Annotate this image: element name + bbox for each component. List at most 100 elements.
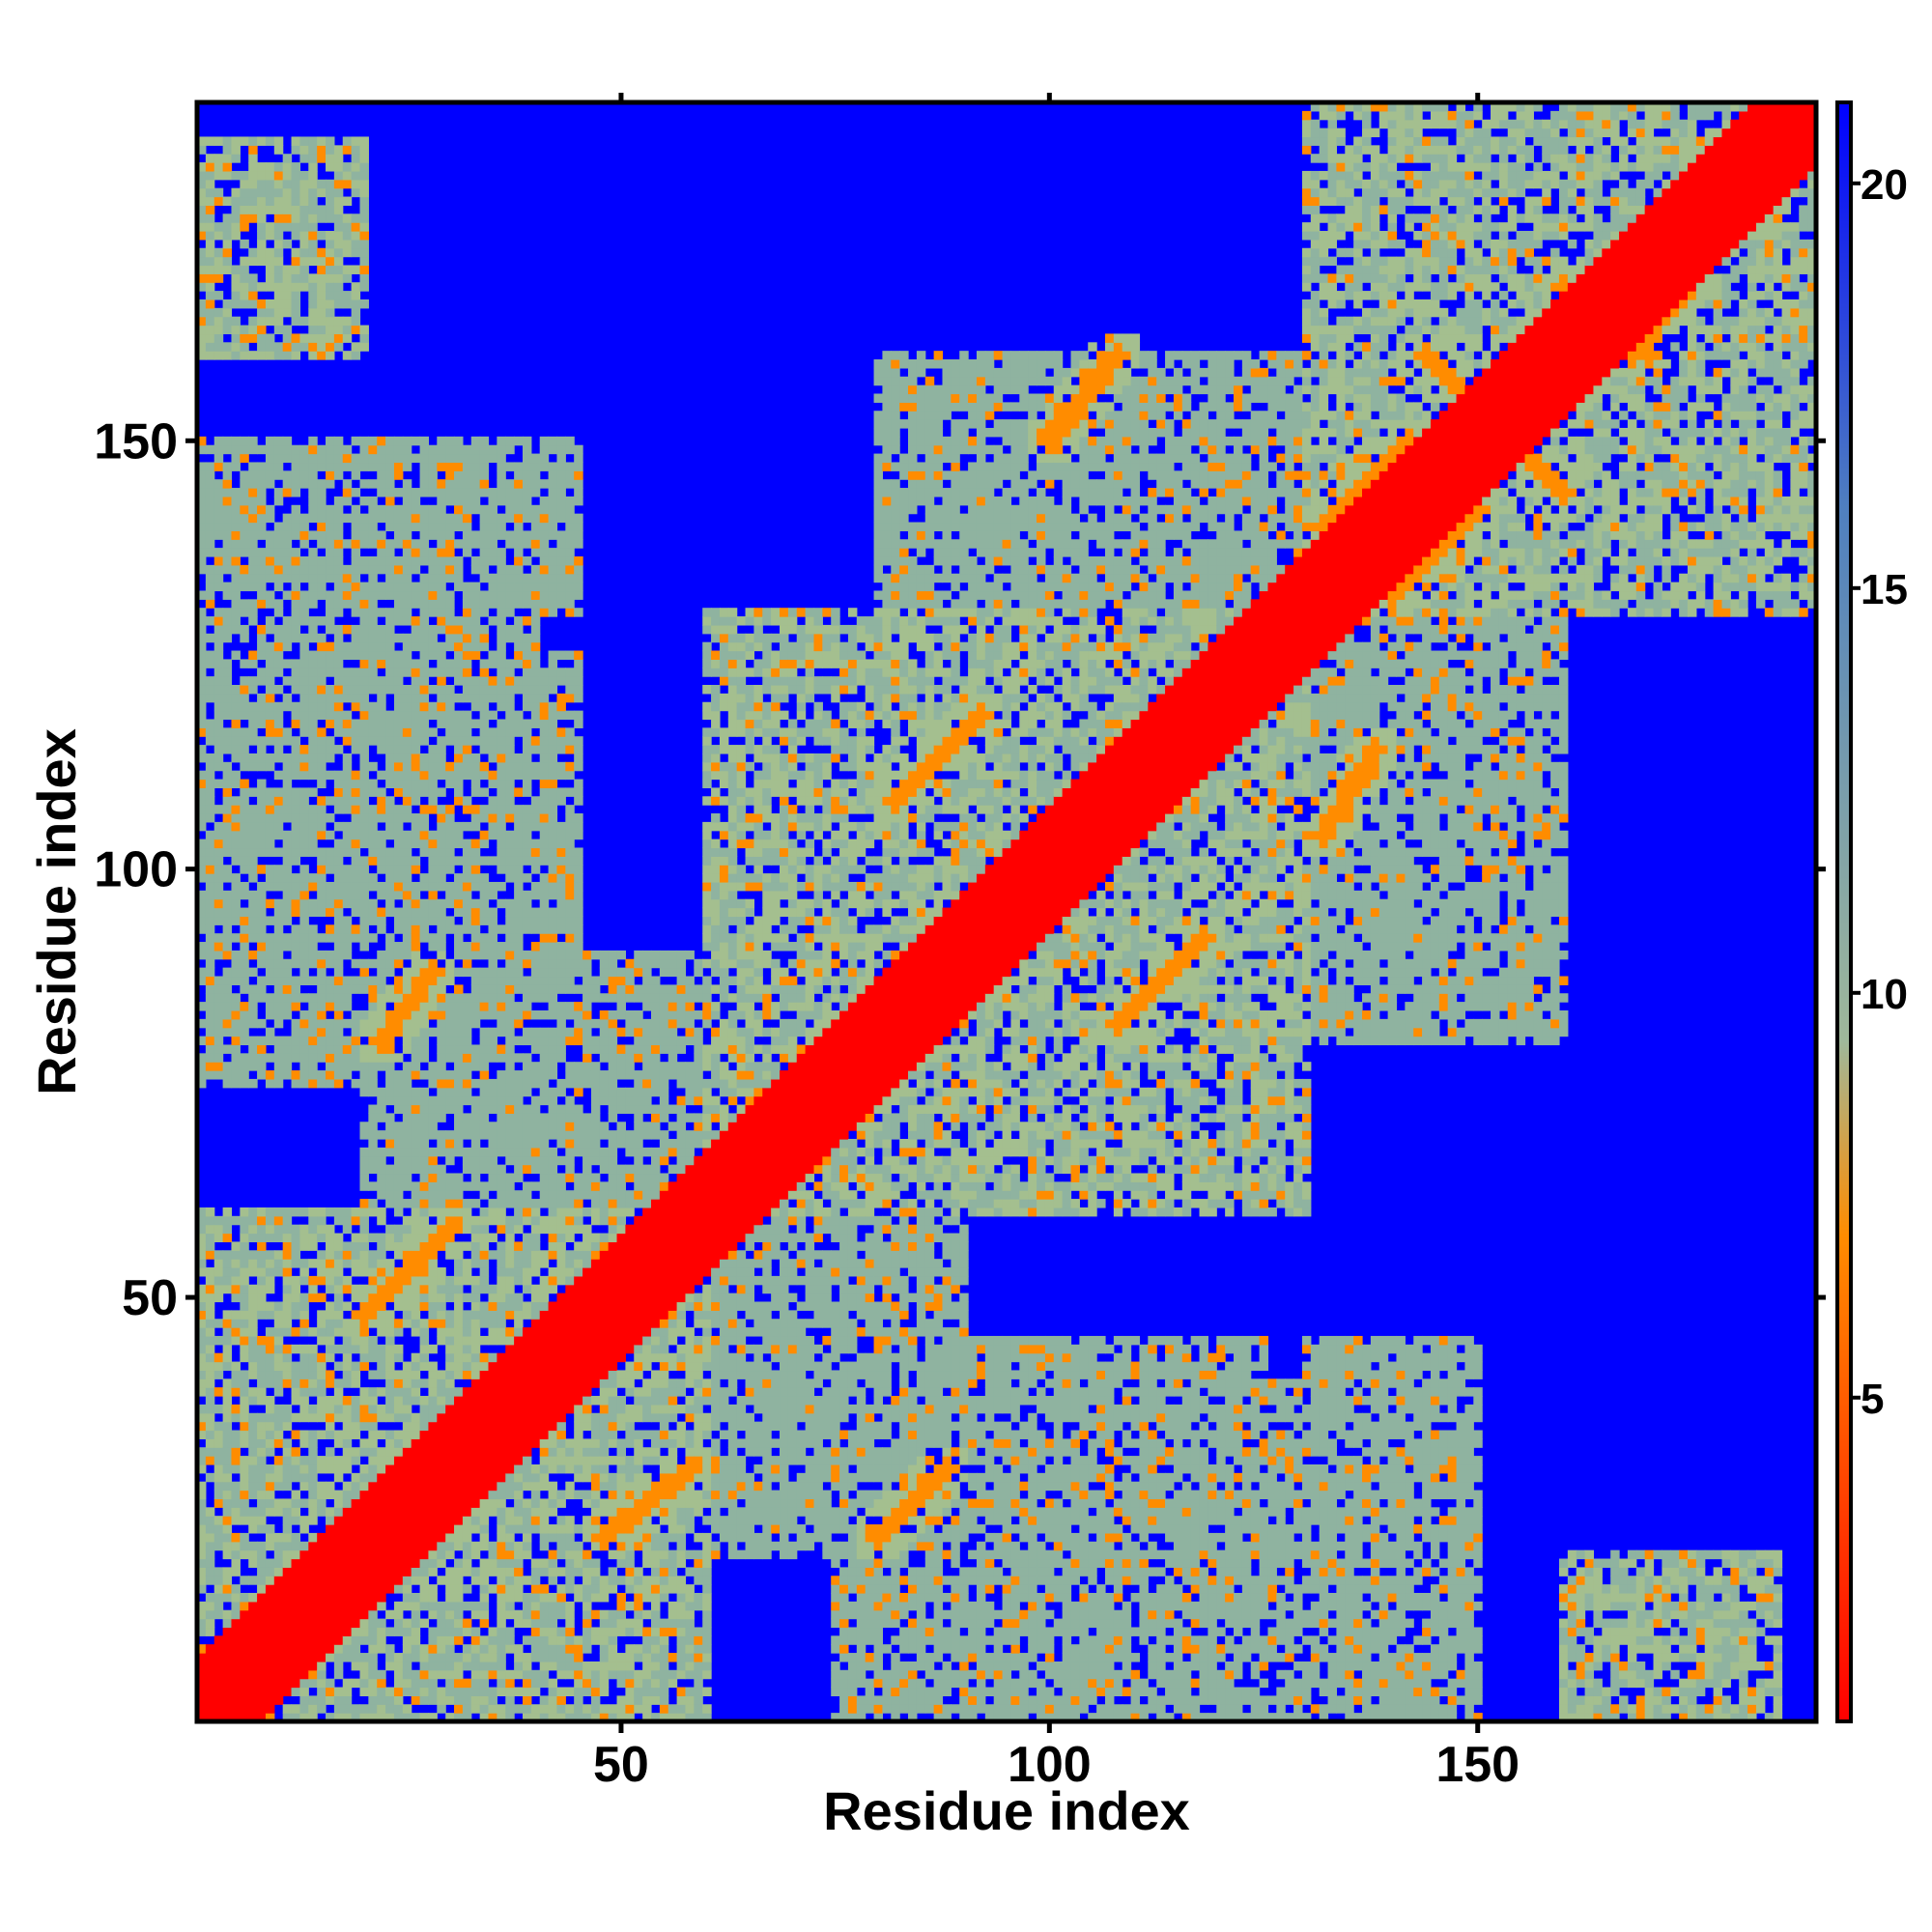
heatmap-cell [505,753,514,762]
heatmap-cell [206,1336,214,1345]
heatmap-cell [394,916,403,924]
heatmap-cell [514,1037,523,1045]
heatmap-cell [334,1310,343,1319]
heatmap-cell [214,685,223,694]
heatmap-cell [343,1037,352,1045]
heatmap-cell [497,616,505,625]
heatmap-cell [359,1010,368,1019]
heatmap-cell [489,1405,497,1413]
heatmap-cell [377,882,385,891]
heatmap-cell [292,505,300,514]
heatmap-cell [206,924,214,933]
heatmap-cell [334,1593,343,1602]
heatmap-cell [505,582,514,591]
heatmap-cell [445,856,454,865]
heatmap-cell [274,951,283,959]
heatmap-cell [489,1362,497,1371]
heatmap-cell [223,590,232,599]
heatmap-cell [437,942,445,951]
heatmap-cell [266,299,274,308]
heatmap-cell [420,1602,429,1610]
heatmap-cell [489,676,497,685]
heatmap-cell [334,1567,343,1576]
heatmap-cell [308,1413,317,1422]
heatmap-cell [480,908,489,917]
heatmap-cell [352,505,360,514]
heatmap-cell [274,470,283,479]
heatmap-cell [514,1396,523,1405]
heatmap-cell [480,1362,489,1371]
heatmap-cell [231,822,240,831]
heatmap-cell [403,1165,412,1174]
heatmap-cell [223,676,232,685]
heatmap-cell [412,1028,420,1037]
heatmap-cell [412,1438,420,1447]
heatmap-cell [326,514,334,523]
heatmap-cell [497,1002,505,1010]
heatmap-cell [505,1602,514,1610]
heatmap-cell [266,599,274,608]
heatmap-cell [359,180,368,188]
heatmap-cell [334,771,343,780]
heatmap-cell [359,171,368,180]
heatmap-cell [343,240,352,248]
heatmap-cell [266,317,274,326]
heatmap-cell [497,1122,505,1130]
heatmap-cell [223,1019,232,1028]
heatmap-cell [368,762,377,771]
heatmap-cell [412,787,420,796]
heatmap-cell [403,685,412,694]
heatmap-cell [326,924,334,933]
heatmap-cell [352,625,360,634]
heatmap-cell [308,342,317,351]
heatmap-cell [231,651,240,660]
heatmap-cell [403,1653,412,1662]
heatmap-cell [299,154,308,162]
heatmap-cell [514,1491,523,1499]
heatmap-cell [223,1447,232,1456]
heatmap-cell [317,1464,326,1473]
heatmap-cell [326,753,334,762]
heatmap-cell [480,599,489,608]
heatmap-cell [403,608,412,616]
heatmap-cell [257,865,266,873]
heatmap-cell [489,1387,497,1396]
heatmap-cell [343,805,352,813]
heatmap-cell [326,1301,334,1310]
heatmap-cell [231,1447,240,1456]
heatmap-cell [505,634,514,642]
heatmap-cell [359,299,368,308]
heatmap-cell [317,891,326,899]
heatmap-cell [326,933,334,942]
heatmap-cell [359,1413,368,1422]
heatmap-cell [257,882,266,891]
heatmap-cell [514,1464,523,1473]
heatmap-cell [420,694,429,702]
heatmap-cell [317,326,326,334]
heatmap-cell [231,916,240,924]
heatmap-cell [463,582,471,591]
heatmap-cell [248,616,257,625]
heatmap-cell [471,530,480,539]
heatmap-cell [283,805,292,813]
heatmap-cell [326,1037,334,1045]
heatmap-cell [206,1345,214,1353]
heatmap-cell [206,873,214,882]
heatmap-cell [480,899,489,908]
heatmap-cell [428,1370,437,1378]
heatmap-cell [497,719,505,727]
heatmap-cell [377,1293,385,1302]
heatmap-cell [428,1250,437,1259]
heatmap-cell [497,556,505,565]
heatmap-cell [240,291,248,299]
heatmap-cell [274,1010,283,1019]
heatmap-cell [223,891,232,899]
heatmap-cell [274,924,283,933]
heatmap-cell [214,822,223,831]
heatmap-cell [299,1044,308,1053]
heatmap-cell [299,1593,308,1602]
heatmap-cell [463,1225,471,1234]
heatmap-cell [206,1679,214,1688]
heatmap-cell [231,856,240,865]
heatmap-cell [480,634,489,642]
